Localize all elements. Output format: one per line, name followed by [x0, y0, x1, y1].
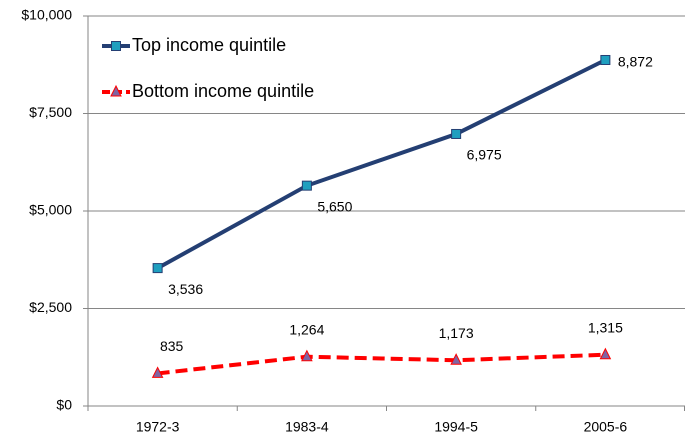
y-tick-label: $10,000: [21, 7, 72, 23]
marker: [450, 353, 462, 365]
marker: [301, 180, 312, 191]
marker: [451, 128, 462, 139]
data-label: 8,872: [618, 54, 653, 70]
y-tick-label: $5,000: [29, 202, 72, 218]
marker: [599, 347, 612, 360]
data-label: 6,975: [467, 147, 502, 163]
x-tick-label: 2005-6: [584, 419, 628, 435]
data-label: 835: [160, 338, 184, 354]
legend: Top income quintile Bottom income quintil…: [102, 35, 314, 101]
marker: [152, 263, 163, 274]
x-tick-label: 1983-4: [285, 419, 329, 435]
data-label: 3,536: [168, 281, 203, 297]
marker: [301, 349, 313, 362]
y-tick-label: $2,500: [29, 299, 72, 315]
data-label: 1,315: [588, 319, 623, 335]
legend-label: Bottom income quintile: [132, 81, 314, 101]
x-tick-label: 1994-5: [434, 419, 478, 435]
legend-marker: [111, 41, 121, 51]
legend-marker: [110, 84, 122, 97]
x-tick-label: 1972-3: [136, 419, 180, 435]
legend-label: Top income quintile: [132, 35, 286, 55]
y-tick-label: $0: [56, 397, 72, 413]
data-label: 5,650: [317, 198, 352, 214]
y-tick-label: $7,500: [29, 104, 72, 120]
series-line: [156, 58, 607, 270]
series-line: [157, 352, 606, 376]
data-label: 1,264: [289, 321, 324, 337]
data-label: 1,173: [439, 325, 474, 341]
marker: [600, 54, 611, 65]
marker: [151, 366, 164, 378]
